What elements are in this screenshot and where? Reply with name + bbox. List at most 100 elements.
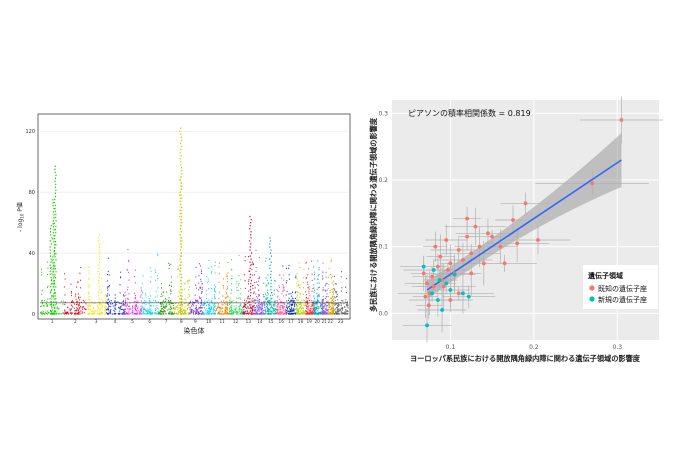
manhattan-point: [229, 312, 231, 315]
manhattan-point: [337, 310, 339, 313]
manhattan-point: [246, 307, 248, 309]
manhattan-point: [337, 309, 339, 311]
manhattan-point: [262, 304, 263, 306]
manhattan-point: [128, 311, 130, 313]
manhattan-point: [292, 303, 294, 305]
manhattan-point: [135, 282, 137, 284]
manhattan-point: [282, 313, 284, 315]
manhattan-peak-point: [181, 261, 183, 263]
manhattan-point: [179, 311, 181, 314]
manhattan-point: [46, 312, 48, 315]
manhattan-point: [293, 312, 295, 314]
manhattan-point: [241, 313, 243, 315]
manhattan-point: [211, 312, 213, 314]
manhattan-point: [275, 308, 277, 311]
manhattan-point: [80, 301, 82, 304]
manhattan-peak-point: [180, 295, 182, 297]
manhattan-point: [88, 285, 90, 287]
manhattan-point: [278, 285, 280, 287]
manhattan-point: [136, 300, 138, 302]
manhattan-point: [149, 301, 151, 303]
manhattan-point: [205, 309, 206, 311]
manhattan-point: [74, 303, 76, 305]
manhattan-point: [287, 310, 289, 312]
manhattan-point: [107, 313, 109, 315]
manhattan-peak-point: [50, 285, 52, 288]
manhattan-point: [204, 300, 206, 302]
manhattan-point: [182, 313, 184, 315]
manhattan-point: [230, 313, 232, 315]
manhattan-point: [80, 305, 81, 308]
manhattan-point: [53, 267, 54, 269]
manhattan-point: [169, 311, 171, 314]
manhattan-point: [186, 307, 188, 310]
manhattan-point: [276, 308, 278, 311]
manhattan-point: [265, 306, 267, 308]
manhattan-point: [149, 305, 151, 307]
manhattan-point: [276, 289, 278, 291]
manhattan-point: [78, 313, 80, 315]
manhattan-peak-point: [249, 249, 251, 251]
manhattan-point: [46, 310, 48, 312]
manhattan-point: [128, 271, 130, 273]
manhattan-point: [158, 301, 159, 303]
manhattan-x-tick-label: 20: [315, 319, 321, 324]
manhattan-point: [288, 313, 290, 315]
manhattan-point: [182, 289, 183, 291]
manhattan-point: [317, 278, 319, 280]
manhattan-point: [46, 300, 48, 303]
manhattan-point: [320, 304, 322, 306]
manhattan-point: [229, 307, 231, 310]
manhattan-point: [324, 289, 326, 291]
manhattan-point: [238, 307, 240, 309]
manhattan-point: [155, 300, 156, 302]
manhattan-point: [266, 279, 268, 281]
manhattan-point: [286, 306, 287, 308]
manhattan-peak-point: [179, 295, 181, 297]
manhattan-point: [274, 312, 276, 314]
manhattan-point: [40, 313, 42, 315]
manhattan-point: [261, 306, 263, 308]
manhattan-point: [149, 312, 151, 314]
manhattan-point: [290, 308, 292, 311]
manhattan-point: [335, 292, 337, 294]
manhattan-point: [41, 313, 43, 315]
manhattan-point: [121, 313, 123, 315]
manhattan-point: [281, 305, 283, 307]
manhattan-point: [155, 279, 157, 281]
manhattan-point: [329, 313, 331, 315]
manhattan-point: [105, 306, 107, 308]
manhattan-point: [257, 309, 259, 311]
manhattan-peak-point: [99, 252, 101, 254]
manhattan-point: [259, 306, 261, 308]
manhattan-point: [257, 307, 259, 310]
manhattan-point: [188, 294, 190, 296]
manhattan-x-tick-label: 11: [219, 319, 225, 324]
manhattan-point: [222, 295, 224, 297]
manhattan-point: [299, 287, 301, 289]
manhattan-point: [296, 313, 298, 315]
manhattan-point: [104, 304, 106, 307]
manhattan-point: [257, 277, 259, 280]
manhattan-point: [266, 284, 268, 286]
y-label-suffix: P値: [16, 202, 24, 214]
manhattan-point: [121, 304, 123, 306]
manhattan-point: [50, 313, 52, 315]
manhattan-peak-point: [180, 255, 182, 257]
manhattan-point: [258, 310, 260, 313]
manhattan-point: [85, 308, 87, 310]
manhattan-point: [157, 287, 159, 289]
manhattan-point: [290, 309, 292, 312]
manhattan-point: [283, 290, 285, 292]
manhattan-point: [124, 291, 126, 293]
manhattan-peak-point: [49, 267, 51, 270]
manhattan-point: [317, 299, 319, 301]
manhattan-point: [317, 295, 319, 297]
manhattan-point: [143, 312, 145, 315]
scatter-point: [456, 291, 461, 296]
manhattan-point: [240, 313, 242, 315]
manhattan-point: [108, 310, 110, 312]
manhattan-point: [325, 271, 327, 274]
manhattan-point: [78, 310, 80, 312]
manhattan-point: [316, 307, 317, 309]
